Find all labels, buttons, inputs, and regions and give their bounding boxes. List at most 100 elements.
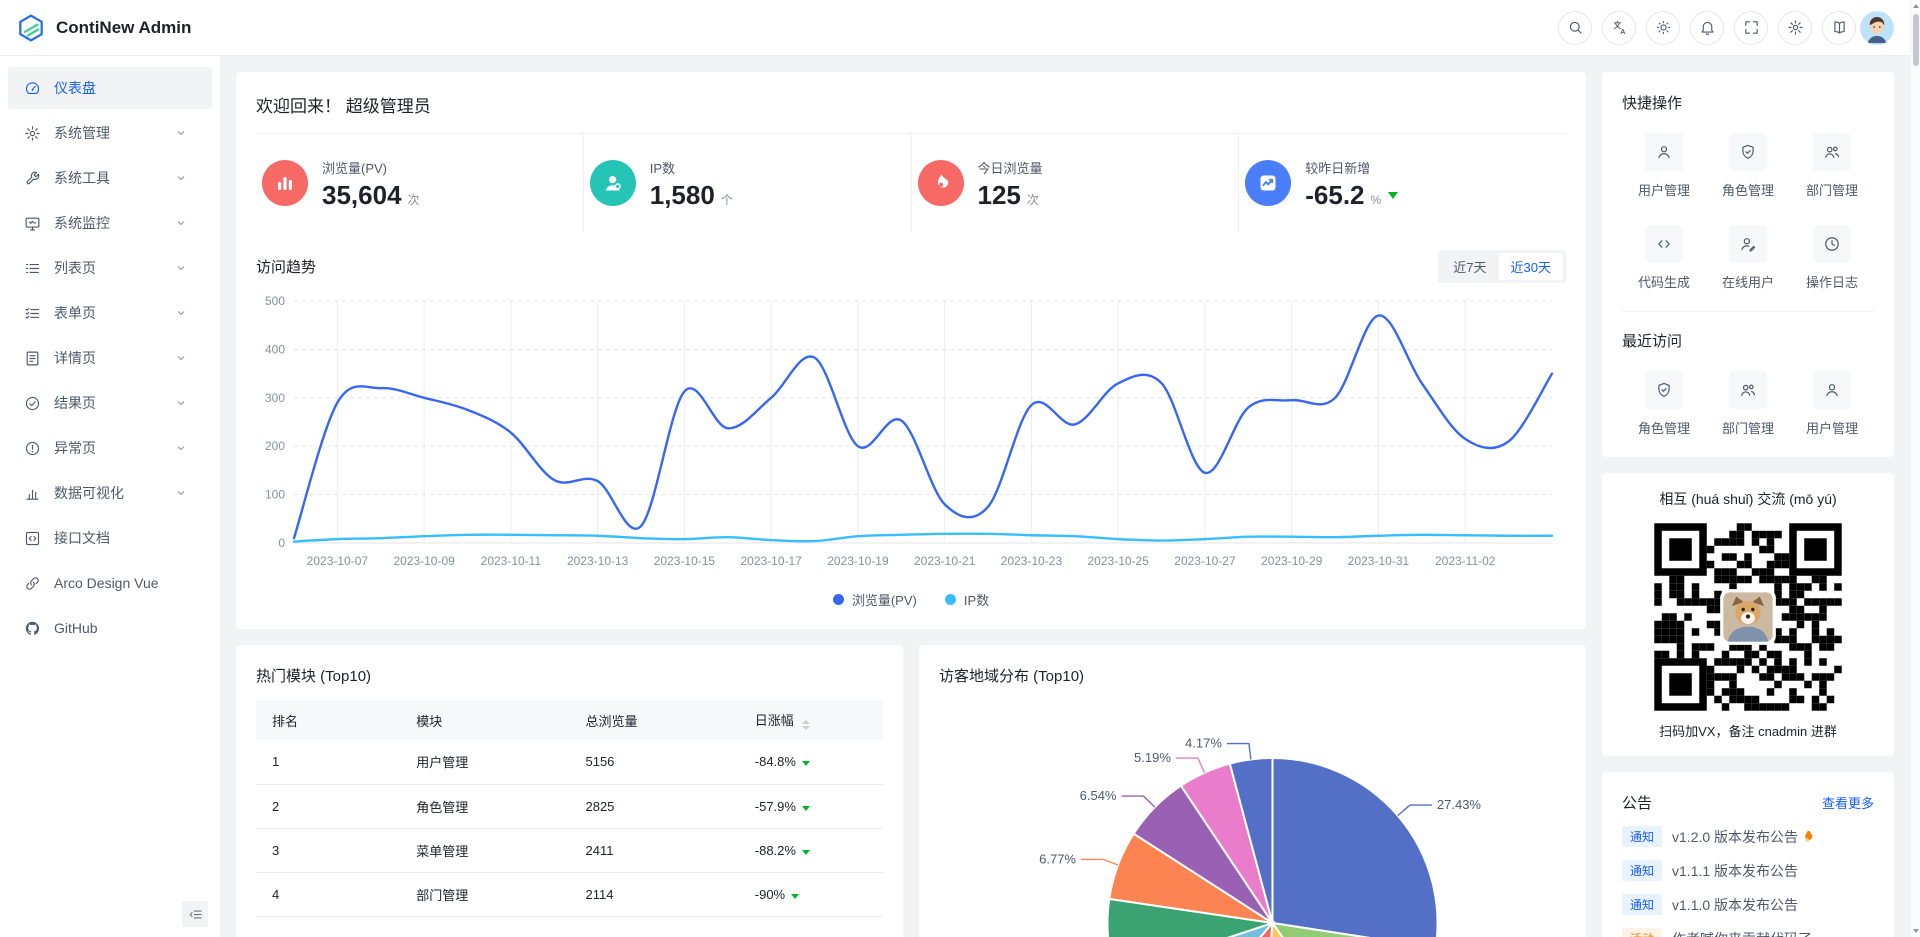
trend-down-icon	[801, 805, 810, 811]
stat-label: IP数	[649, 161, 676, 176]
sidebar-item-system-management[interactable]: 系统管理	[8, 112, 212, 154]
svg-text:2023-10-23: 2023-10-23	[1001, 554, 1063, 568]
sidebar-item-system-tools[interactable]: 系统工具	[8, 157, 212, 199]
quick-action-operation-logs[interactable]: 操作日志	[1790, 225, 1874, 291]
pie-slice[interactable]	[1270, 921, 1436, 937]
user-icon	[1826, 384, 1838, 397]
sidebar-collapse-button[interactable]	[182, 901, 208, 927]
recent-visit-department-management[interactable]: 部门管理	[1706, 371, 1790, 437]
sort-icon[interactable]	[801, 720, 810, 730]
action-label: 用户管理	[1805, 421, 1858, 436]
pie-slice[interactable]	[1271, 756, 1439, 937]
code-square-icon	[25, 531, 40, 545]
cell-rank: 1	[256, 740, 401, 785]
user-avatar[interactable]	[1860, 10, 1894, 45]
scrollbar-down-arrow[interactable]	[1911, 925, 1920, 937]
stat-label: 较昨日新增	[1305, 161, 1371, 176]
users-icon	[1825, 146, 1840, 158]
fullscreen-button[interactable]	[1734, 10, 1768, 45]
cell-rank: 3	[256, 828, 401, 873]
column-header-模块: 模块	[400, 700, 570, 740]
app-logo[interactable]: ContiNew Admin	[16, 13, 191, 43]
gear-icon	[25, 125, 40, 141]
action-label: 在线用户	[1721, 275, 1774, 290]
chevron-down-icon	[177, 401, 185, 405]
welcome-message: 欢迎回来！ 超级管理员	[256, 92, 1566, 134]
view-more-link[interactable]: 查看更多	[1821, 796, 1874, 811]
svg-text:100: 100	[265, 488, 285, 502]
legend-item-IP数[interactable]: IP数	[944, 590, 989, 609]
quick-action-online-users[interactable]: 在线用户	[1706, 225, 1790, 291]
sidebar-item-github[interactable]: GitHub	[8, 607, 212, 649]
announcement-item[interactable]: 通知 v1.1.0 版本发布公告	[1622, 894, 1874, 915]
scrollbar-thumb[interactable]	[1913, 14, 1919, 66]
bell-icon	[1700, 21, 1714, 36]
recent-visit-user-management[interactable]: 用户管理	[1790, 371, 1874, 437]
column-header-日涨幅[interactable]: 日涨幅	[738, 700, 883, 740]
quick-action-user-management[interactable]: 用户管理	[1622, 133, 1706, 199]
qr-caption: 扫码加VX，备注 cnadmin 进群	[1659, 724, 1837, 739]
chevron-down-icon	[177, 446, 185, 450]
stat-text: 浏览量(PV) 35,604 次	[322, 158, 420, 208]
stat-trend-icon	[1260, 175, 1276, 191]
settings-button[interactable]	[1778, 10, 1812, 45]
sidebar-item-dashboard[interactable]: 仪表盘	[8, 67, 212, 109]
wrench-icon	[26, 171, 40, 184]
announcement-tag: 活动	[1622, 928, 1663, 937]
svg-text:2023-10-31: 2023-10-31	[1348, 554, 1410, 568]
pie-slice[interactable]	[1228, 756, 1274, 924]
page-scrollbar[interactable]	[1910, 0, 1920, 937]
sidebar-item-detail-pages[interactable]: 详情页	[8, 337, 212, 379]
sidebar-item-result-pages[interactable]: 结果页	[8, 382, 212, 424]
announcement-item[interactable]: 通知 v1.1.1 版本发布公告	[1622, 860, 1874, 881]
recent-visit-role-management[interactable]: 角色管理	[1622, 371, 1706, 437]
quick-action-department-management[interactable]: 部门管理	[1790, 133, 1874, 199]
sidebar-item-api-docs[interactable]: 接口文档	[8, 517, 212, 559]
docs-button[interactable]	[1822, 10, 1856, 45]
sidebar-item-list-pages[interactable]: 列表页	[8, 247, 212, 289]
cell-views: 2114	[569, 872, 739, 917]
user-icon	[1658, 146, 1670, 159]
users-icon	[1741, 384, 1756, 396]
range-option-近7天[interactable]: 近7天	[1453, 260, 1487, 275]
list-icon	[25, 263, 40, 273]
sidebar-item-arco-design-vue[interactable]: Arco Design Vue	[8, 562, 212, 604]
announcement-item[interactable]: 通知 v1.2.0 版本发布公告	[1622, 826, 1874, 847]
notifications-button[interactable]	[1690, 10, 1724, 45]
column-header-总浏览量: 总浏览量	[569, 700, 739, 740]
geo-pie-chart: 27.43% 6.77% 6.54% 5.19% 4.17%	[1039, 736, 1481, 937]
bottom-row: 热门模块 (Top10) 排名 模块 总浏览量 日涨幅 1 用户管理 5156 -84.8%…	[236, 645, 1586, 937]
chevron-down-icon	[175, 172, 200, 184]
announcements-card: 公告 查看更多 通知 v1.2.0 版本发布公告 通知 v1.1.1 版本发布公告 通知…	[1602, 772, 1894, 937]
trend-down-icon	[1388, 191, 1399, 199]
qr-code-image	[1650, 519, 1846, 715]
stat-value: -65.2%	[1305, 182, 1399, 208]
svg-text:2023-10-29: 2023-10-29	[1261, 554, 1323, 568]
range-option-近30天[interactable]: 近30天	[1498, 253, 1563, 280]
file-icon	[26, 351, 39, 365]
search-button[interactable]	[1558, 10, 1592, 45]
chevron-down-icon	[175, 442, 200, 454]
sidebar-item-data-visualization[interactable]: 数据可视化	[8, 472, 212, 514]
chevron-down-icon	[175, 262, 200, 274]
sidebar-item-exception-pages[interactable]: 异常页	[8, 427, 212, 469]
qr-title: 相互 (huá shuǐ) 交流 (mō yú)	[1659, 491, 1837, 507]
scrollbar-up-arrow[interactable]	[1911, 0, 1920, 12]
pie-slice[interactable]	[1258, 920, 1368, 937]
sidebar-item-system-monitor[interactable]: 系统监控	[8, 202, 212, 244]
main-column: 欢迎回来！ 超级管理员 浏览量(PV) 35,604 次 IP数 1,580 个 今日浏览量…	[236, 72, 1586, 937]
monitor-icon	[25, 217, 40, 230]
quick-action-code-generation[interactable]: 代码生成	[1622, 225, 1706, 291]
theme-button[interactable]	[1646, 10, 1680, 45]
trend-section-header: 访问趋势 近7天 近30天	[256, 250, 1566, 283]
fire-icon	[1805, 830, 1813, 843]
stat-icon	[589, 160, 636, 206]
stat-浏览量(PV): 浏览量(PV) 35,604 次	[256, 134, 584, 232]
legend-item-浏览量(PV)[interactable]: 浏览量(PV)	[832, 590, 917, 609]
quick-action-role-management[interactable]: 角色管理	[1706, 133, 1790, 199]
announcement-item[interactable]: 活动 作者喊你来贡献代码了~	[1622, 928, 1874, 937]
stat-value: 35,604 次	[322, 180, 420, 210]
sidebar-item-form-pages[interactable]: 表单页	[8, 292, 212, 334]
